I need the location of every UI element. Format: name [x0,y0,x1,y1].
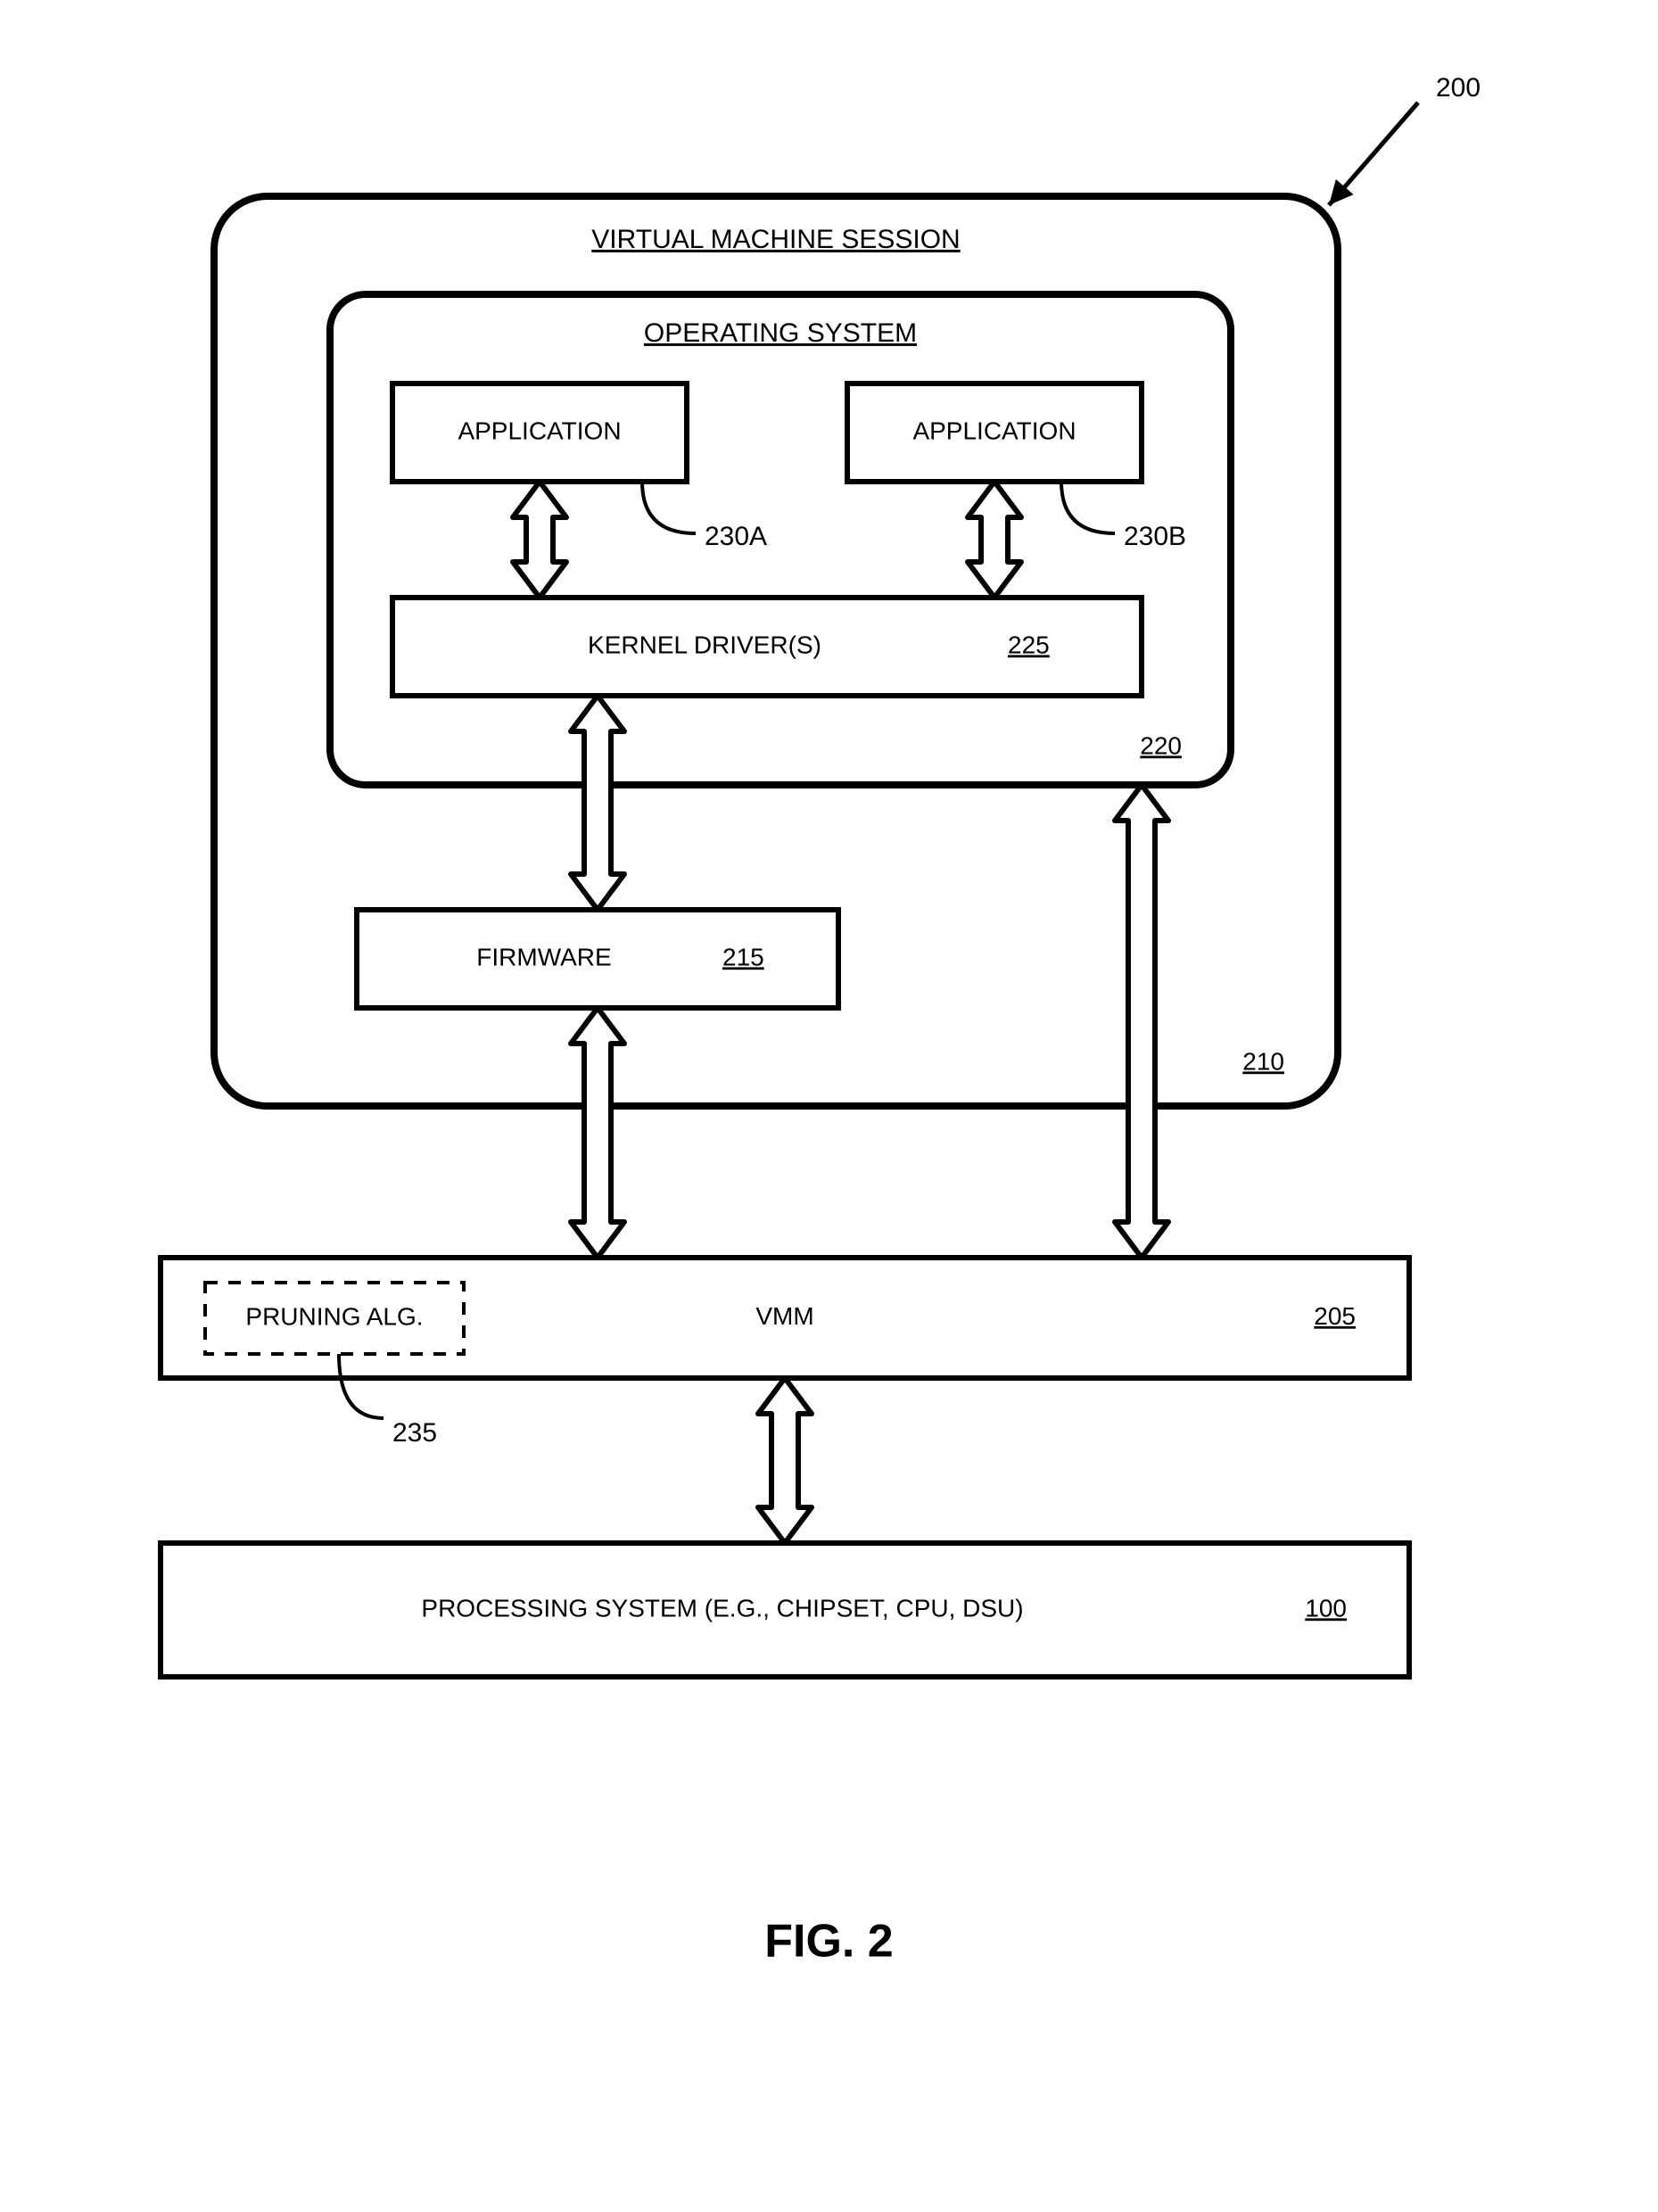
application-b-ref: 230B [1124,522,1186,551]
application-b-label: APPLICATION [912,417,1076,444]
os-title: OPERATING SYSTEM [644,318,917,348]
kernel-label: KERNEL DRIVER(S) [588,631,821,658]
os-ref: 220 [1140,731,1182,759]
firmware-ref: 215 [722,943,764,970]
application-a-ref: 230A [705,522,767,551]
figure-ref-200: 200 [1436,73,1481,103]
vmm-label: VMM [755,1302,813,1330]
vm-session-title: VIRTUAL MACHINE SESSION [591,225,960,254]
pruning-label: PRUNING ALG. [245,1302,423,1330]
figure-label: FIG. 2 [764,1916,893,1968]
pruning-ref: 235 [392,1418,437,1448]
processing-label: PROCESSING SYSTEM (E.G., CHIPSET, CPU, D… [421,1594,1023,1622]
vm-session-ref: 210 [1242,1047,1284,1075]
kernel-ref: 225 [1008,631,1050,658]
firmware-label: FIRMWARE [476,943,611,970]
processing-ref: 100 [1305,1594,1347,1622]
application-a-label: APPLICATION [458,417,621,444]
vmm-ref: 205 [1314,1302,1356,1330]
